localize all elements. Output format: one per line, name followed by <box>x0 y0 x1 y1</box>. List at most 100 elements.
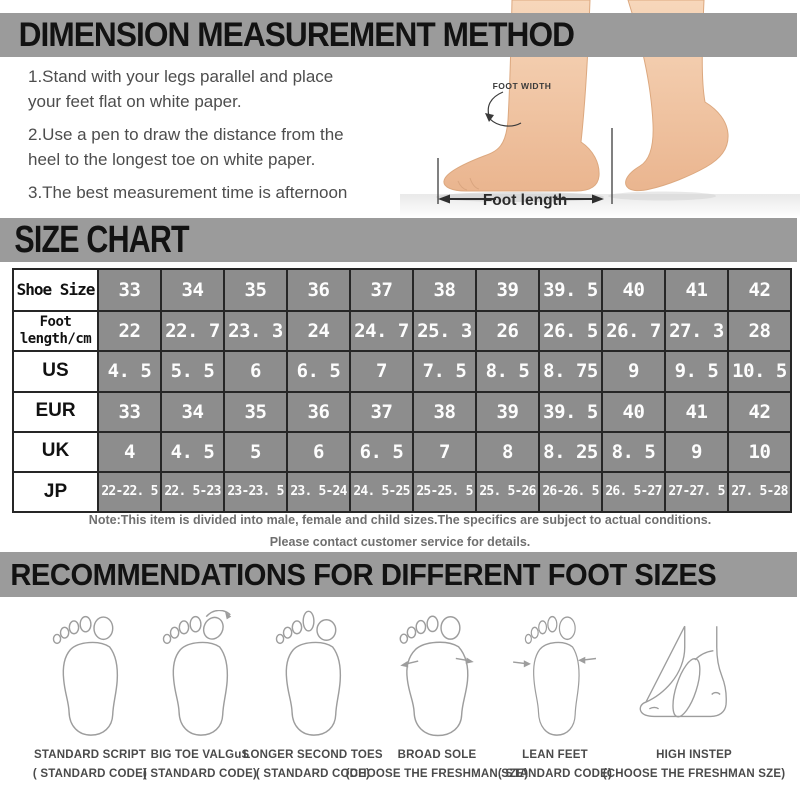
table-cell: 6. 5 <box>286 350 349 391</box>
table-cell: 26-26. 5 <box>538 470 601 511</box>
instruction-step-3: 3.The best measurement time is afternoon <box>28 180 418 205</box>
table-cell: 22. 7 <box>160 310 223 351</box>
table-cell: 33 <box>97 390 160 431</box>
reco-item-code: ( STANDARD CODE) <box>32 768 148 780</box>
reco-item-code: ( STANDARD CODE) <box>142 768 258 780</box>
table-cell: 9. 5 <box>664 350 727 391</box>
footprint-lean-feet-icon <box>513 615 597 736</box>
table-cell: 41 <box>664 270 727 311</box>
table-cell: 35 <box>223 390 286 431</box>
table-cell: 42 <box>727 270 790 311</box>
size-chart-banner: SIZE CHART <box>0 218 797 262</box>
table-cell: 25-25. 5 <box>412 470 475 511</box>
table-cell: 26. 5-27 <box>601 470 664 511</box>
table-cell: 36 <box>286 390 349 431</box>
measuring-loop <box>672 658 701 718</box>
table-cell: 10. 5 <box>727 350 790 391</box>
tape-end <box>694 649 714 661</box>
arrowhead-left <box>438 194 450 204</box>
size-chart-table: Shoe Size 33 34 35 36 37 38 39 39. 5 40 41 42 Foot l… <box>12 268 792 513</box>
table-cell: 26. 7 <box>601 310 664 351</box>
table-cell: 5. 5 <box>160 350 223 391</box>
reco-item-name: STANDARD SCRIPT <box>33 749 147 761</box>
table-cell: 26 <box>475 310 538 351</box>
arrowhead-right <box>592 194 604 204</box>
instruction-line: 2.Use a pen to draw the distance from th… <box>28 125 344 144</box>
row-label: Foot length/cm <box>14 310 97 351</box>
table-cell: 7 <box>349 350 412 391</box>
table-cell: 8. 5 <box>601 430 664 471</box>
note-line-1: Note:This item is divided into male, fem… <box>88 513 712 527</box>
table-cell: 6 <box>286 430 349 471</box>
table-cell: 6. 5 <box>349 430 412 471</box>
table-row: EUR 33 34 35 36 37 38 39 39. 5 40 41 42 <box>14 390 790 431</box>
footprint-valgus-icon <box>162 610 232 736</box>
ankle-detail <box>711 691 721 695</box>
instruction-step-1: 1.Stand with your legs parallel and plac… <box>28 64 418 114</box>
foot-shadow <box>608 191 716 201</box>
foot-width-arrowhead <box>485 113 494 122</box>
table-row: UK 4 4. 5 5 6 6. 5 7 8 8. 25 8. 5 9 10 <box>14 430 790 471</box>
instruction-line: your feet flat on white paper. <box>28 92 242 111</box>
row-label: Shoe Size <box>14 270 97 311</box>
table-cell: 22 <box>97 310 160 351</box>
table-cell: 10 <box>727 430 790 471</box>
foot-width-label: FOOT WIDTH <box>493 81 552 91</box>
toe-creases <box>457 177 480 191</box>
instruction-step-2: 2.Use a pen to draw the distance from th… <box>28 122 418 172</box>
table-cell: 37 <box>349 390 412 431</box>
table-cell: 5 <box>223 430 286 471</box>
table-cell: 34 <box>160 390 223 431</box>
table-cell: 27-27. 5 <box>664 470 727 511</box>
reco-item-name: LONGER SECOND TOES <box>243 749 383 761</box>
table-cell: 9 <box>601 350 664 391</box>
table-cell: 38 <box>412 390 475 431</box>
table-cell: 24 <box>286 310 349 351</box>
reco-item-big-toe-valgus: BIG TOE VALGuS ( STANDARD CODE) <box>100 610 300 780</box>
footprint-broad-sole-icon <box>399 615 474 737</box>
table-cell: 42 <box>727 390 790 431</box>
footprint-longer-second-toe-icon <box>275 610 342 736</box>
table-cell: 33 <box>97 270 160 311</box>
row-label: JP <box>14 470 97 511</box>
table-cell: 28 <box>727 310 790 351</box>
table-cell: 8. 5 <box>475 350 538 391</box>
reco-item-name: HIGH INSTEP <box>656 749 732 761</box>
row-label: UK <box>14 430 97 471</box>
table-row: Shoe Size 33 34 35 36 37 38 39 39. 5 40 41 42 <box>14 270 790 311</box>
table-cell: 34 <box>160 270 223 311</box>
foot-length-label: Foot length <box>483 192 567 209</box>
table-cell: 27. 3 <box>664 310 727 351</box>
table-cell: 26. 5 <box>538 310 601 351</box>
measurement-instructions: 1.Stand with your legs parallel and plac… <box>28 64 418 213</box>
foot-width-loop <box>489 118 522 127</box>
table-cell: 36 <box>286 270 349 311</box>
reco-item-code: ( STANDARD CODE) <box>255 768 371 780</box>
table-cell: 4 <box>97 430 160 471</box>
table-row: JP 22-22. 5 22. 5-23 23-23. 5 23. 5-24 24. 5-… <box>14 470 790 511</box>
table-cell: 38 <box>412 270 475 311</box>
table-cell: 6 <box>223 350 286 391</box>
table-cell: 23. 3 <box>223 310 286 351</box>
table-cell: 25. 5-26 <box>475 470 538 511</box>
table-row: US 4. 5 5. 5 6 6. 5 7 7. 5 8. 5 8. 75 9 9. 5 10. 5 <box>14 350 790 391</box>
table-cell: 8. 75 <box>538 350 601 391</box>
table-cell: 22. 5-23 <box>160 470 223 511</box>
row-label: US <box>14 350 97 391</box>
table-cell: 27. 5-28 <box>727 470 790 511</box>
table-cell: 40 <box>601 270 664 311</box>
reco-item-broad-sole: BROAD SOLE (CHOOSE THE FRESHMAN SZE) <box>337 610 537 780</box>
row-label: EUR <box>14 390 97 431</box>
reco-item-name: BIG TOE VALGuS <box>150 749 250 761</box>
table-cell: 39 <box>475 390 538 431</box>
reco-item-lean-feet: LEAN FEET ( STANDARD CODE) <box>455 610 655 780</box>
table-cell: 8 <box>475 430 538 471</box>
footprint-standard-icon <box>52 615 119 736</box>
table-cell: 23. 5-24 <box>286 470 349 511</box>
table-cell: 8. 25 <box>538 430 601 471</box>
table-cell: 7 <box>412 430 475 471</box>
reco-item-code: (CHOOSE THE FRESHMAN SZE) <box>602 768 786 780</box>
instruction-line: 1.Stand with your legs parallel and plac… <box>28 67 334 86</box>
table-cell: 24. 5-25 <box>349 470 412 511</box>
